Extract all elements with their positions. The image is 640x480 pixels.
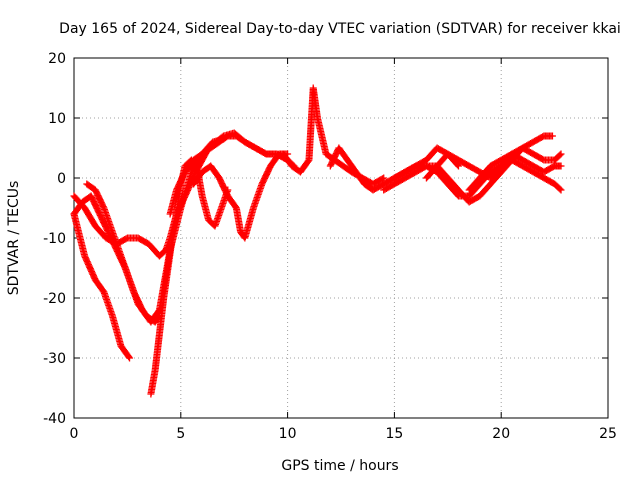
grid bbox=[74, 58, 608, 418]
series-arc13 bbox=[465, 150, 565, 194]
data-point bbox=[454, 162, 462, 170]
series-arc7 bbox=[190, 150, 292, 242]
data-point bbox=[556, 185, 564, 193]
data-point bbox=[557, 186, 565, 194]
x-tick-label: 10 bbox=[279, 426, 297, 442]
ticks: 0 5 10 15 20 25 -40 -30 -20 -10 0 10 20 bbox=[43, 51, 617, 442]
x-axis-label: GPS time / hours bbox=[281, 458, 398, 474]
y-tick-label: -30 bbox=[43, 351, 66, 367]
y-tick-label: -20 bbox=[43, 291, 66, 307]
data-point bbox=[557, 162, 565, 170]
data-point bbox=[548, 132, 556, 140]
chart-title: Day 165 of 2024, Sidereal Day-to-day VTE… bbox=[59, 21, 621, 37]
series-arc5 bbox=[147, 156, 232, 398]
y-tick-label: 10 bbox=[48, 111, 66, 127]
y-tick-label: 20 bbox=[48, 51, 66, 67]
x-tick-label: 5 bbox=[176, 426, 185, 442]
y-tick-label: -10 bbox=[43, 231, 66, 247]
x-tick-label: 0 bbox=[70, 426, 79, 442]
data-point bbox=[126, 354, 134, 362]
series-arc4 bbox=[83, 180, 163, 326]
y-axis-label: SDTVAR / TECUs bbox=[6, 181, 22, 296]
data-point bbox=[125, 353, 133, 361]
x-tick-label: 25 bbox=[599, 426, 617, 442]
x-tick-label: 15 bbox=[385, 426, 403, 442]
x-tick-label: 20 bbox=[492, 426, 510, 442]
series-arc1 bbox=[70, 210, 134, 362]
data-point bbox=[380, 174, 388, 182]
data-point bbox=[557, 150, 565, 158]
data-point bbox=[556, 151, 564, 159]
y-tick-label: 0 bbox=[57, 171, 66, 187]
y-tick-label: -40 bbox=[43, 411, 66, 427]
data-points bbox=[70, 84, 565, 398]
data-point bbox=[378, 175, 386, 183]
